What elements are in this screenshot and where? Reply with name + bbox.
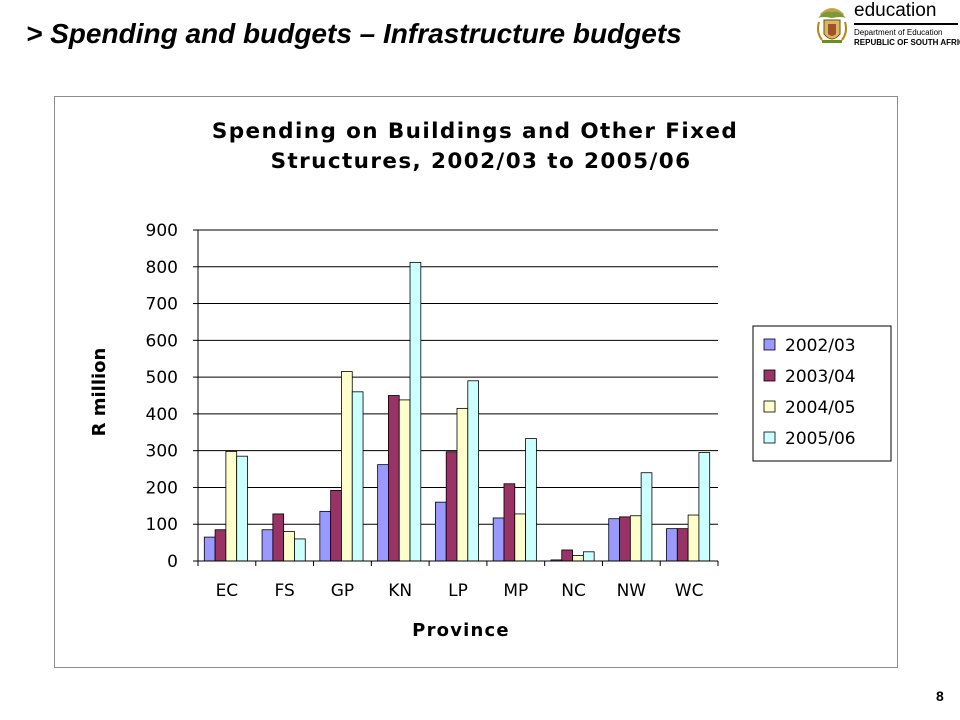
x-tick-label: GP [331,581,354,601]
logo-divider [854,23,958,25]
bar-2005-06-EC [236,455,248,562]
bar-2002-03-LP [434,501,447,562]
chart-frame: Spending on Buildings and Other Fixed St… [54,96,898,668]
bar-2005-06-NC [582,551,595,562]
x-axis-label: Province [412,620,510,641]
coat-of-arms-icon [817,8,847,43]
y-tick-label: 900 [146,221,178,241]
bar-2005-06-NW [640,472,653,562]
bar-2002-03-EC [203,536,216,562]
bar-chart: Spending on Buildings and Other Fixed St… [89,119,892,641]
bar-2005-06-WC [698,452,711,562]
bar-2004-05-NW [629,515,642,562]
x-tick-label: EC [216,581,239,601]
bar-2004-05-WC [687,514,700,562]
bar-2003-04-EC [214,529,227,562]
bars [203,261,711,562]
y-tick-label: 200 [146,478,178,498]
bar-2002-03-FS [261,529,274,562]
y-axis-label: R million [89,348,110,437]
x-axis-tick-labels: EC FS GP KN LP MP NC NW WC [216,581,704,601]
y-tick-label: 300 [146,442,178,462]
legend-label: 2003/04 [785,367,856,387]
bar-2002-03-GP [319,510,332,562]
bar-2005-06-GP [351,391,364,562]
x-tick-label: WC [675,581,704,601]
x-tick-label: MP [503,581,528,601]
y-tick-label: 800 [146,258,178,278]
bar-2004-05-GP [341,371,353,562]
y-tick-label: 600 [146,331,178,351]
y-tick-label: 100 [146,515,178,535]
bar-2003-04-NW [619,516,631,562]
bar-2003-04-KN [388,395,400,562]
logo-wordmark: education [854,0,937,21]
legend-label: 2002/03 [785,336,856,356]
bar-2004-05-MP [514,513,526,562]
y-axis-tick-labels: 0 100 200 300 400 500 600 700 800 900 [146,221,178,572]
chart-title-line: Structures, 2002/03 to 2005/06 [271,149,692,174]
slide-title: > Spending and budgets – Infrastructure … [26,18,682,49]
logo-department-line: Department of Education [854,28,943,37]
bar-2002-03-NW [608,518,620,562]
legend-swatch [763,431,776,444]
x-tick-label: LP [448,581,468,601]
bar-2002-03-KN [377,464,389,562]
x-tick-label: NW [617,581,647,601]
y-tick-label: 500 [146,368,178,388]
legend-swatch [763,338,776,351]
bar-2002-03-WC [666,528,678,562]
x-tick-label: NC [561,581,586,601]
bar-2005-06-MP [525,438,537,562]
bar-2003-04-NC [561,549,573,562]
bar-2004-05-LP [456,407,469,562]
legend-label: 2004/05 [785,398,856,418]
page-number: 8 [936,688,944,704]
y-tick-label: 0 [167,552,178,572]
legend-label: 2005/06 [785,429,856,449]
bar-2004-05-EC [225,451,238,562]
y-tick-label: 400 [146,405,178,425]
axes [193,229,719,566]
bar-2002-03-MP [492,517,505,562]
bar-2004-05-FS [283,531,295,562]
bar-2003-04-GP [330,489,342,562]
department-logo: education Department of Education REPUBL… [814,0,960,52]
gridlines [198,229,718,525]
legend-swatch [763,400,776,413]
bar-2003-04-WC [676,528,689,562]
bar-2005-06-KN [409,261,422,562]
chart-legend: 2002/03 2003/04 2004/05 2005/06 [752,325,892,462]
bar-2005-06-FS [294,538,306,562]
bar-2004-05-NC [572,555,584,562]
bar-2005-06-LP [467,380,479,562]
bar-2003-04-FS [272,513,285,562]
logo-country-line: REPUBLIC OF SOUTH AFRICA [854,38,960,47]
y-tick-label: 700 [146,295,178,315]
legend-swatch [763,369,776,382]
x-tick-label: FS [275,581,295,601]
bar-2003-04-MP [503,483,516,562]
chart-title: Spending on Buildings and Other Fixed St… [212,119,738,174]
bar-2004-05-KN [398,399,411,562]
chart-title-line: Spending on Buildings and Other Fixed [212,119,738,144]
bar-2003-04-LP [445,451,458,562]
x-tick-label: KN [388,581,412,601]
legend-box [752,325,892,462]
